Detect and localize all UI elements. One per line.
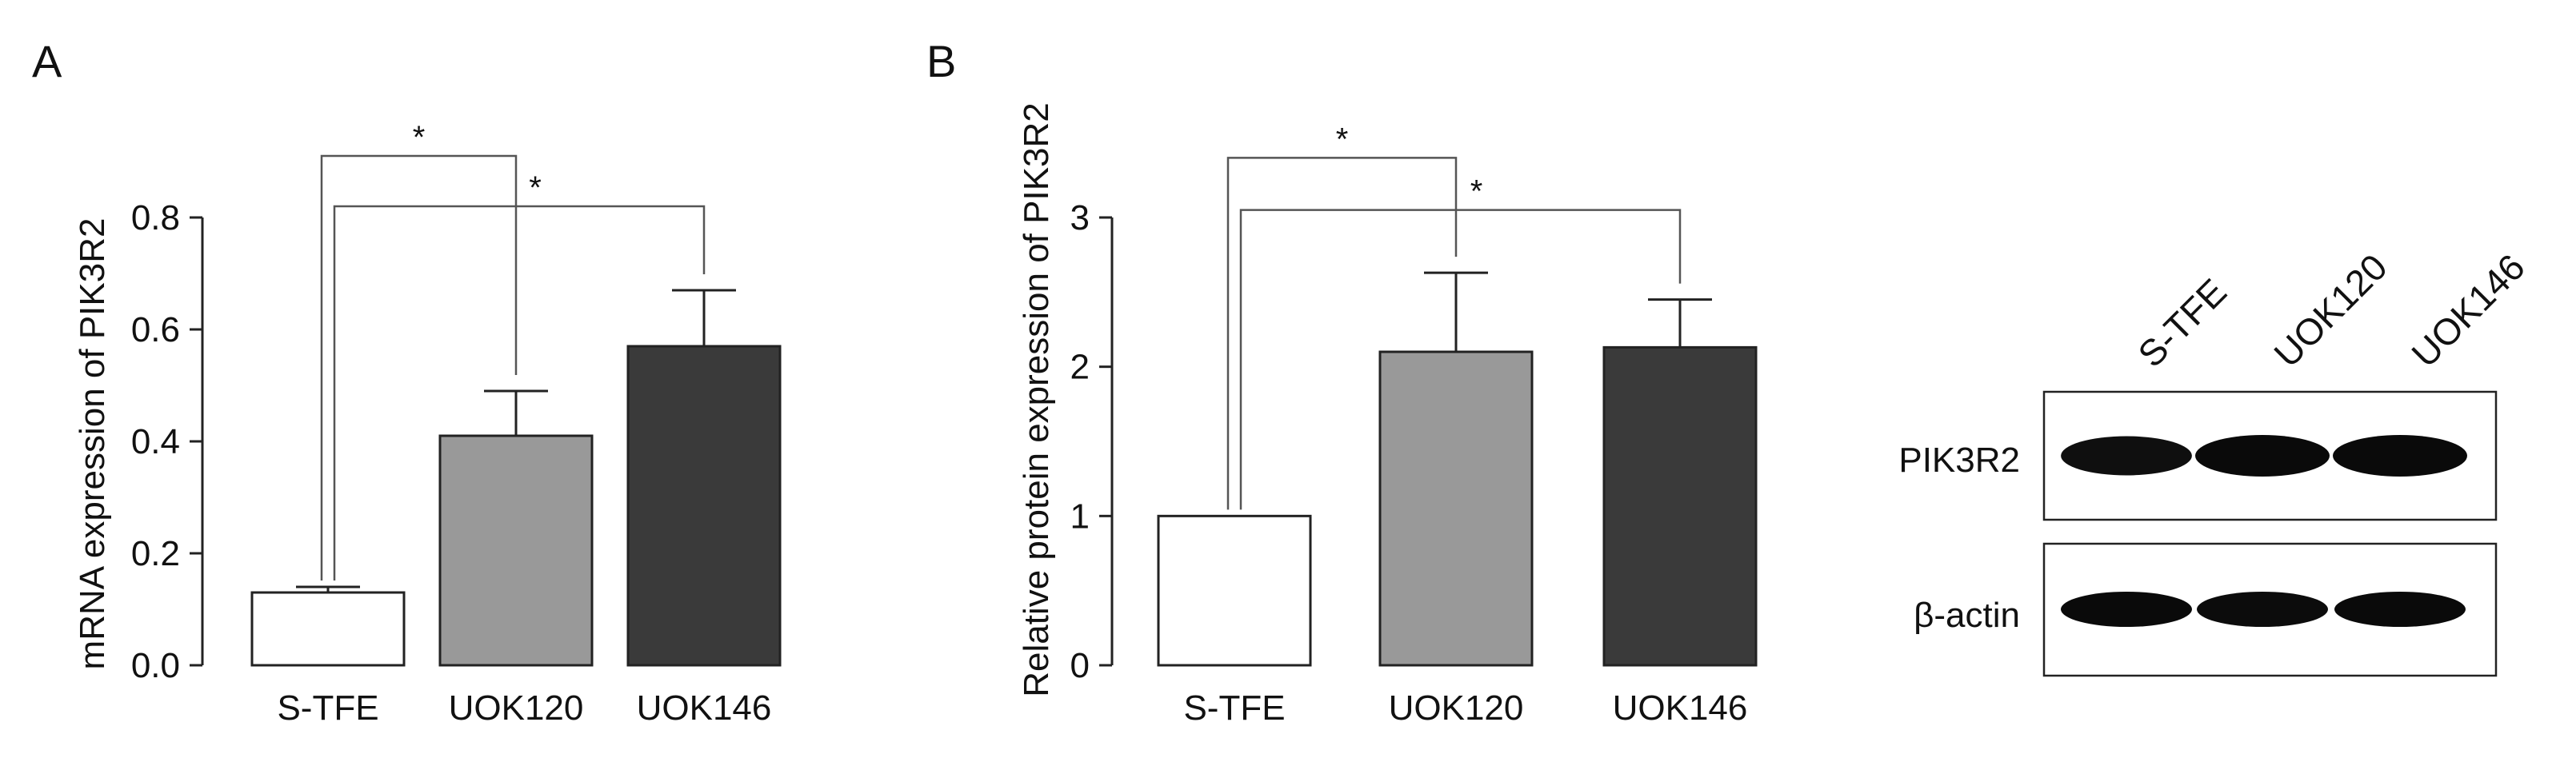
blot-band	[2334, 592, 2466, 627]
chart-a-bars	[250, 289, 782, 667]
blot-bands-beta-actin	[2061, 592, 2466, 627]
significance-bracket	[320, 154, 518, 581]
significance-star: *	[1470, 174, 1483, 209]
chart-b-significance: **	[1226, 122, 1682, 510]
x-tick-label: UOK120	[1389, 688, 1524, 728]
significance-star: *	[529, 170, 542, 205]
y-tick-label: 0.0	[131, 646, 180, 685]
x-tick-label: UOK146	[637, 688, 772, 728]
y-tick-label: 0.4	[131, 422, 180, 461]
blot-band	[2061, 592, 2192, 627]
chart-b-x-labels: S-TFE UOK120 UOK146	[1183, 688, 1747, 728]
y-tick-label: 0.8	[131, 198, 180, 237]
blot-bands-pik3r2	[2061, 435, 2467, 477]
blot-row-label-pik3r2: PIK3R2	[1898, 441, 2020, 480]
error-bar	[1424, 271, 1488, 352]
blot-lane-labels: S-TFE UOK120 UOK146	[2130, 246, 2533, 376]
blot-band	[2197, 592, 2328, 627]
significance-bracket	[1239, 209, 1682, 510]
chart-b-bars	[1157, 271, 1758, 667]
significance-star: *	[413, 120, 426, 155]
bar	[438, 434, 594, 667]
y-tick-label: 3	[1070, 198, 1090, 237]
blot-band	[2333, 435, 2467, 477]
blot-lane-label: UOK120	[2266, 246, 2395, 376]
significance-bracket	[333, 205, 706, 581]
significance-star: *	[1336, 122, 1349, 157]
blot-row-label-beta-actin: β-actin	[1914, 596, 2020, 635]
error-bar	[672, 289, 736, 346]
panel-b-label: B	[926, 36, 956, 86]
chart-b-y-ticks: 0 1 2 3	[1070, 198, 1112, 685]
x-tick-label: S-TFE	[277, 688, 378, 728]
western-blot: S-TFE UOK120 UOK146 PIK3R2 β-actin	[1898, 246, 2533, 677]
y-tick-label: 0.6	[131, 310, 180, 349]
blot-band	[2061, 436, 2192, 476]
error-bar	[484, 389, 548, 436]
chart-a-y-label: mRNA expression of PIK3R2	[73, 218, 112, 670]
bar	[250, 591, 406, 667]
y-tick-label: 1	[1070, 497, 1090, 536]
significance-bracket	[1226, 157, 1458, 510]
error-bar	[1648, 298, 1712, 348]
bar	[1378, 350, 1534, 667]
y-tick-label: 2	[1070, 348, 1090, 387]
chart-a-x-labels: S-TFE UOK120 UOK146	[277, 688, 771, 728]
panel-a-label: A	[32, 36, 62, 86]
y-tick-label: 0.2	[131, 534, 180, 573]
bar	[626, 345, 782, 667]
bar	[1157, 514, 1312, 667]
chart-a-significance: **	[320, 120, 706, 581]
chart-a: 0.00.20.40.60.8 ** S-TFE UOK120 UOK146 mRN…	[73, 120, 782, 728]
blot-lane-label: S-TFE	[2130, 270, 2234, 375]
blot-band	[2195, 435, 2330, 477]
x-tick-label: UOK120	[449, 688, 584, 728]
y-tick-label: 0	[1070, 646, 1090, 685]
chart-a-y-ticks: 0.0 0.2 0.4 0.6 0.8	[131, 198, 202, 685]
blot-lane-label: UOK146	[2403, 246, 2533, 376]
x-tick-label: S-TFE	[1183, 688, 1285, 728]
chart-b-y-label: Relative protein expression of PIK3R2	[1017, 102, 1056, 697]
bar	[1602, 345, 1758, 667]
x-tick-label: UOK146	[1613, 688, 1748, 728]
